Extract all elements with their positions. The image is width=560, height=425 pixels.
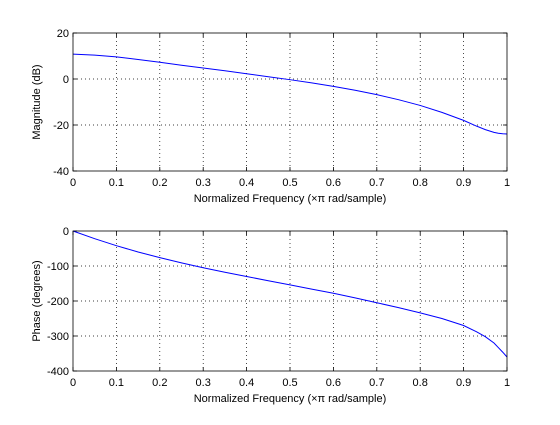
x-tick-label: 0.4 — [239, 377, 254, 389]
y-tick-label: -200 — [47, 296, 69, 308]
y-tick-label: -40 — [53, 166, 69, 178]
x-tick-label: 0.7 — [369, 177, 384, 189]
x-tick-label: 0.1 — [109, 177, 124, 189]
axes-box — [72, 230, 508, 372]
y-tick-label: 0 — [63, 226, 69, 238]
y-tick-label: -100 — [47, 261, 69, 273]
chart-panel-2: 0 0.1 0.2 0.3 0.4 0.5 0.6 0.7 0.8 0.9 1 -400 -300 -20… — [31, 226, 510, 405]
x-tick-label: 0.5 — [282, 177, 297, 189]
x-tick-label: 0.4 — [239, 177, 254, 189]
x-tick-label: 0.5 — [282, 377, 297, 389]
y-axis-label: Magnitude (dB) — [31, 64, 43, 139]
x-tick-label: 0.6 — [326, 377, 341, 389]
x-tick-label: 0.1 — [109, 377, 124, 389]
x-tick-label: 0.3 — [196, 177, 211, 189]
axes-box — [72, 32, 508, 172]
series-line-1 — [72, 53, 508, 135]
x-tick-label: 0.9 — [456, 177, 471, 189]
x-tick-label: 0.9 — [456, 377, 471, 389]
x-tick-label: 0.2 — [152, 377, 167, 389]
x-tick-label: 1 — [504, 377, 510, 389]
y-axis-label: Phase (degrees) — [31, 260, 43, 341]
x-tick-label: 0.7 — [369, 377, 384, 389]
x-axis-label: Normalized Frequency (×π rad/sample) — [194, 193, 387, 205]
y-tick-label: 0 — [63, 74, 69, 86]
y-tick-label: -300 — [47, 331, 69, 343]
x-tick-label: 0 — [70, 377, 76, 389]
x-tick-label: 0.2 — [152, 177, 167, 189]
chart-panel-1: 0 0.1 0.2 0.3 0.4 0.5 0.6 0.7 0.8 0.9 1 -40 -20 0 20 No… — [31, 28, 510, 205]
x-tick-label: 0.6 — [326, 177, 341, 189]
series-line-1 — [72, 230, 508, 358]
y-tick-label: -400 — [47, 366, 69, 378]
y-tick-label: -20 — [53, 120, 69, 132]
x-tick-label: 0 — [70, 177, 76, 189]
x-axis-label: Normalized Frequency (×π rad/sample) — [194, 393, 387, 405]
x-tick-label: 0.3 — [196, 377, 211, 389]
x-tick-label: 0.8 — [413, 177, 428, 189]
y-tick-label: 20 — [57, 28, 69, 40]
x-tick-label: 0.8 — [413, 377, 428, 389]
x-tick-label: 1 — [504, 177, 510, 189]
